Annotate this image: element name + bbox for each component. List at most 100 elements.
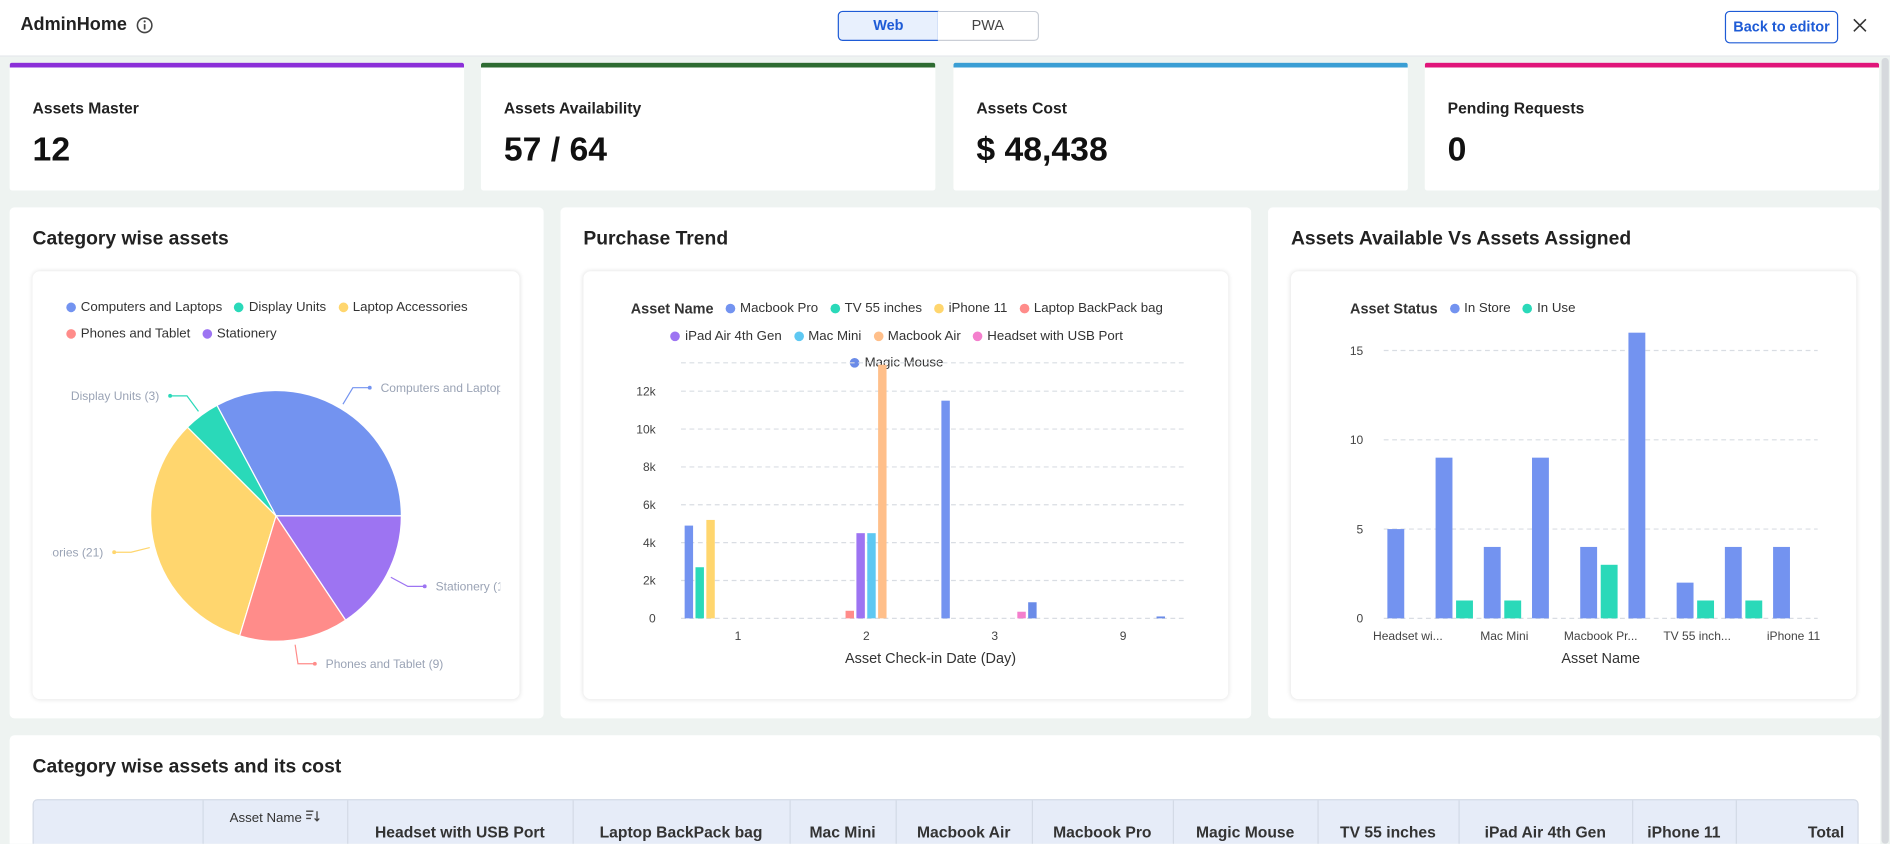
column-header[interactable]: Macbook Air	[916, 823, 1011, 842]
column-header[interactable]: Headset with USB Port	[374, 823, 545, 842]
legend-item[interactable]: In Store	[1449, 301, 1511, 316]
close-icon[interactable]	[1853, 18, 1867, 32]
bar	[1676, 582, 1694, 619]
kpi-label: Assets Availability	[503, 98, 642, 117]
trend-panel	[583, 271, 1229, 700]
pie: Computers and Laptops (21) Display Units …	[0, 381, 500, 671]
kpi-value: 0	[1447, 130, 1467, 168]
legend-item[interactable]: Mac Mini	[793, 329, 862, 344]
legend-label: Computers and Laptops	[80, 300, 223, 315]
legend-swatch	[66, 329, 76, 339]
y-tick-label: 5	[1357, 522, 1364, 536]
scrollbar[interactable]	[1881, 57, 1889, 844]
legend-label: Phones and Tablet	[80, 326, 191, 342]
leader-dot	[367, 385, 372, 390]
legend-item[interactable]: iPhone 11	[934, 301, 1008, 316]
column-header[interactable]: Mac Mini	[809, 823, 876, 842]
leader-line	[170, 395, 199, 412]
legend-item[interactable]: Laptop Accessories	[338, 300, 468, 315]
kpi-label: Assets Cost	[976, 98, 1067, 117]
group-header[interactable]: Asset Name	[203, 810, 348, 826]
y-tick-label: 8k	[643, 460, 657, 474]
legend-swatch	[830, 303, 840, 314]
kpi-label: Pending Requests	[1447, 98, 1585, 117]
bar	[856, 533, 865, 619]
sort-icon[interactable]	[306, 810, 321, 822]
kpi-card: Pending Requests 0	[1424, 62, 1880, 191]
bar	[695, 567, 704, 619]
legend-label: iPhone 11	[948, 301, 1008, 316]
bar	[1600, 564, 1618, 619]
bar	[1017, 611, 1026, 619]
legend-item[interactable]: TV 55 inches	[830, 301, 922, 316]
leader-dot	[168, 393, 173, 398]
y-tick-label: 4k	[643, 536, 657, 550]
bar	[1156, 616, 1165, 619]
legend-label: Macbook Pro	[740, 301, 819, 316]
column-header[interactable]: Laptop BackPack bag	[599, 823, 763, 842]
column-header[interactable]: iPhone 11	[1647, 823, 1721, 842]
legend-item[interactable]: Display Units	[234, 300, 326, 315]
column-header[interactable]: Total	[1807, 823, 1845, 842]
legend-item[interactable]: In Use	[1522, 301, 1575, 316]
x-tick-label: Headset wi...	[1373, 629, 1443, 643]
legend-swatch	[972, 331, 983, 342]
legend-swatch	[725, 303, 736, 314]
bar	[1532, 457, 1549, 619]
legend-item[interactable]: Headset with USB Port	[972, 329, 1123, 344]
column-header[interactable]: Magic Mouse	[1195, 823, 1295, 842]
column-divider	[347, 800, 349, 844]
legend-item[interactable]: Phones and Tablet	[66, 327, 190, 341]
bar	[1483, 546, 1501, 619]
legend-item[interactable]: Laptop BackPack bag	[1019, 301, 1163, 316]
legend: Asset Status In Store In Use	[1350, 300, 1832, 317]
bar	[1435, 457, 1453, 619]
app-title: AdminHome	[20, 14, 127, 35]
bar	[1697, 600, 1715, 619]
column-divider	[1172, 800, 1175, 844]
y-tick-label: 0	[1357, 612, 1364, 626]
legend-item[interactable]: Computers and Laptops	[66, 300, 223, 315]
y-tick-label: 6k	[643, 498, 657, 512]
kpi-card: Assets Master 12	[9, 62, 465, 191]
bar	[1628, 332, 1646, 619]
column-header[interactable]: Macbook Pro	[1053, 823, 1152, 842]
legend-label: Headset with USB Port	[987, 329, 1123, 344]
legend-swatch	[1522, 303, 1533, 314]
info-icon[interactable]	[135, 16, 154, 35]
x-tick-label: TV 55 inch...	[1663, 629, 1731, 643]
legend-item[interactable]: Macbook Air	[873, 329, 961, 344]
legend-item[interactable]: Stationery	[202, 327, 277, 341]
bar	[1028, 602, 1037, 619]
pie-slice	[238, 514, 347, 642]
bar	[1456, 600, 1473, 619]
legend-swatch	[1019, 303, 1030, 314]
leader-line	[390, 576, 425, 587]
legend-label: Laptop BackPack bag	[1033, 301, 1163, 316]
kpi-value: 57 / 64	[503, 130, 608, 168]
kpi-card: Assets Cost $ 48,438	[953, 62, 1408, 191]
bar	[1773, 546, 1790, 619]
legend: Asset Name Macbook Pro TV 55 inches iPhone …	[620, 300, 1174, 370]
legend-title: Asset Name	[630, 300, 714, 318]
kpi-value: 12	[32, 130, 71, 168]
legend: Computers and Laptops Display Units Laptop…	[66, 300, 482, 341]
legend-swatch	[793, 331, 804, 342]
legend-item[interactable]: iPad Air 4th Gen	[670, 329, 782, 344]
legend-label: Laptop Accessories	[352, 300, 468, 315]
table-header	[32, 799, 1859, 844]
bar	[1580, 546, 1598, 619]
bar	[1387, 529, 1405, 619]
pie-label: Laptop Accessories (21)	[0, 545, 103, 559]
kpi-card: Assets Availability 57 / 64	[480, 62, 936, 191]
back-button[interactable]: Back to editor	[1724, 10, 1839, 44]
column-header[interactable]: TV 55 inches	[1340, 823, 1436, 842]
column-divider	[789, 800, 791, 844]
tab-pwa[interactable]: PWA	[937, 10, 1040, 41]
legend-swatch	[1449, 303, 1460, 314]
legend-label: Mac Mini	[808, 329, 862, 344]
x-axis-title: Asset Name	[1561, 651, 1640, 667]
legend-item[interactable]: Macbook Pro	[725, 301, 819, 316]
column-header[interactable]: iPad Air 4th Gen	[1484, 823, 1606, 842]
